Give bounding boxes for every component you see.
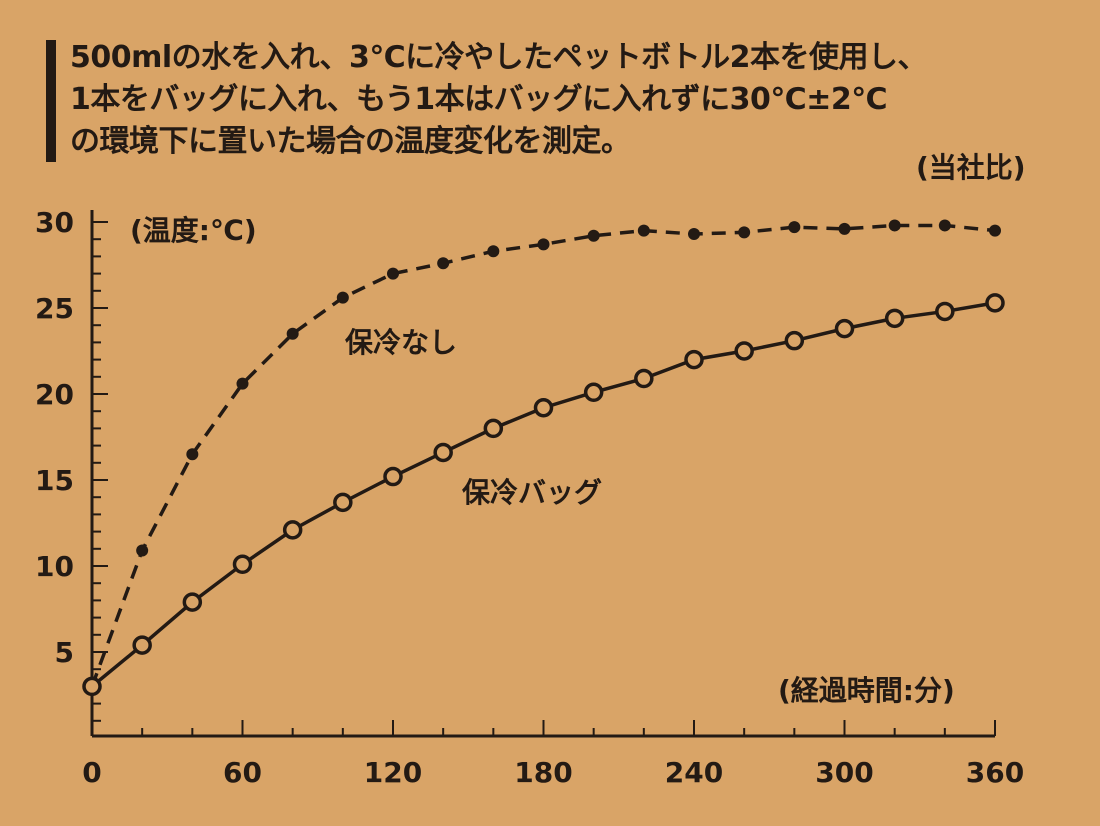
data-point-cooler-bag [884, 308, 905, 329]
data-point-cooler-bag [483, 418, 504, 439]
data-point-cooler-bag [333, 492, 353, 513]
x-tick-label: 60 [223, 756, 262, 789]
data-point-cooler-bag [834, 318, 855, 339]
data-point-no-insulation [236, 377, 249, 390]
data-point-no-insulation [888, 219, 901, 232]
data-point-no-insulation [186, 448, 199, 461]
data-point-no-insulation [938, 219, 951, 232]
data-point-no-insulation [989, 224, 1001, 237]
data-point-cooler-bag [684, 349, 704, 370]
data-point-cooler-bag [383, 466, 403, 487]
x-tick-label: 0 [82, 756, 101, 789]
data-point-cooler-bag [132, 635, 152, 655]
y-tick-label: 5 [55, 636, 74, 669]
data-point-no-insulation [788, 221, 801, 234]
data-point-cooler-bag [82, 676, 102, 697]
x-axis-label: (経過時間:分) [778, 674, 955, 707]
data-point-cooler-bag [232, 554, 253, 575]
series-label-no-insulation: 保冷なし [345, 326, 457, 359]
data-point-no-insulation [336, 291, 349, 304]
data-point-cooler-bag [182, 592, 203, 612]
y-tick-label: 30 [35, 206, 74, 239]
data-point-cooler-bag [433, 442, 453, 463]
data-point-no-insulation [286, 327, 299, 340]
data-point-no-insulation [136, 544, 149, 557]
data-point-no-insulation [738, 226, 751, 239]
x-tick-label: 120 [364, 756, 422, 789]
data-point-cooler-bag [583, 382, 604, 403]
data-point-cooler-bag [634, 368, 654, 389]
series-label-cooler-bag: 保冷バッグ [462, 476, 602, 509]
note-label: (当社比) [916, 151, 1026, 184]
data-point-cooler-bag [784, 330, 805, 351]
data-point-cooler-bag [935, 301, 955, 322]
data-point-cooler-bag [734, 341, 754, 361]
x-tick-label: 240 [665, 756, 723, 789]
data-point-cooler-bag [985, 293, 1005, 313]
data-point-cooler-bag [533, 398, 554, 418]
x-tick-label: 360 [966, 756, 1024, 789]
y-tick-label: 20 [35, 378, 74, 411]
x-tick-label: 180 [514, 756, 572, 789]
description-line-1: 500mlの水を入れ、3℃に冷やしたペットボトル2本を使用し、 [70, 40, 928, 75]
description-line-3: の環境下に置いた場合の温度変化を測定。 [70, 124, 631, 159]
data-point-no-insulation [838, 222, 851, 235]
title-bar-marker [46, 40, 56, 162]
description-line-2: 1本をバッグに入れ、もう1本はバッグに入れずに30℃±2℃ [70, 82, 888, 117]
y-tick-label: 15 [35, 464, 74, 497]
y-tick-label: 10 [35, 550, 74, 583]
series-line-no-insulation [90, 223, 996, 688]
y-axis-label: (温度:℃) [130, 214, 257, 247]
data-point-no-insulation [537, 238, 550, 251]
data-point-no-insulation [487, 245, 500, 258]
data-point-no-insulation [387, 267, 399, 280]
x-tick-label: 300 [815, 756, 873, 789]
data-point-no-insulation [637, 224, 650, 237]
data-point-no-insulation [688, 228, 700, 241]
data-point-no-insulation [587, 229, 600, 242]
data-point-cooler-bag [282, 520, 303, 540]
data-point-no-insulation [437, 257, 450, 270]
y-tick-label: 25 [35, 292, 74, 325]
